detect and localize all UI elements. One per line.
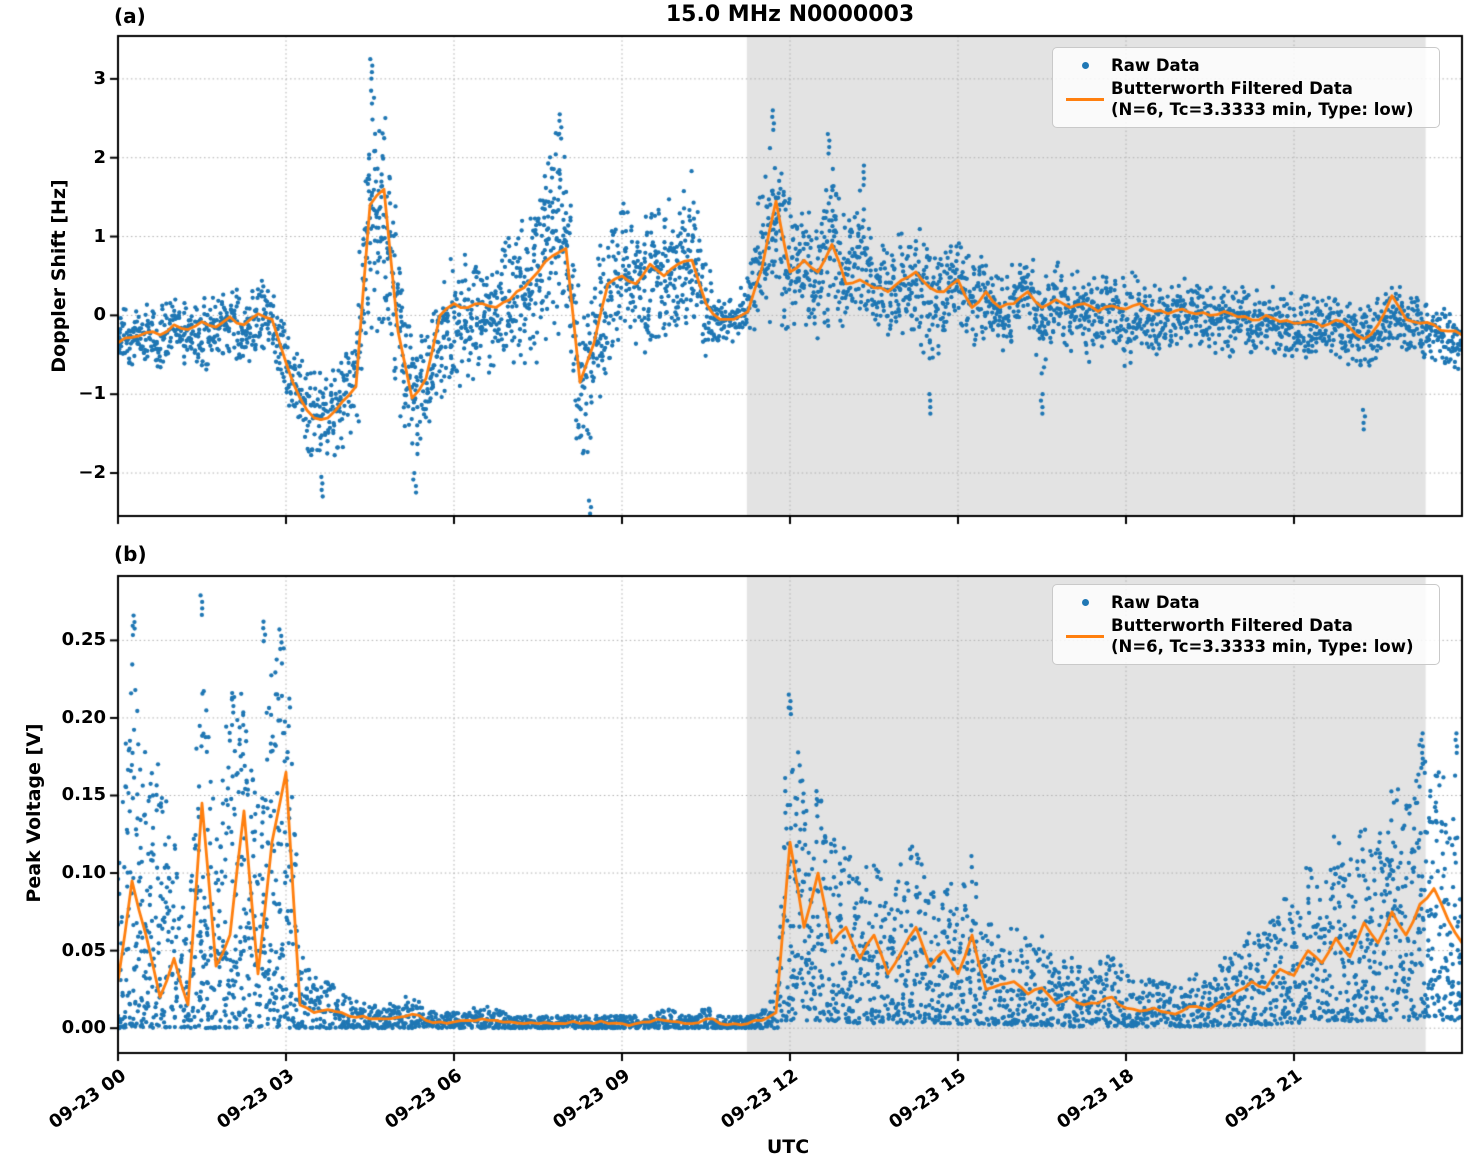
y-tick-label: 0.00: [61, 1017, 106, 1039]
raw-data-dot-icon: [1059, 62, 1111, 70]
figure-title: 15.0 MHz N0000003: [665, 2, 915, 27]
legend-panel-b: Raw Data Butterworth Filtered Data (N=6,…: [1052, 584, 1440, 666]
filtered-line-icon: [1059, 97, 1111, 101]
legend-row-raw: Raw Data: [1059, 592, 1429, 613]
panel-b-label: (b): [114, 542, 147, 566]
filtered-line-icon: [1059, 634, 1111, 638]
y-tick-label: −1: [78, 383, 106, 405]
legend-row-raw: Raw Data: [1059, 55, 1429, 76]
legend-row-filtered: Butterworth Filtered Data (N=6, Tc=3.333…: [1059, 78, 1429, 120]
raw-data-dot-icon: [1059, 599, 1111, 607]
y-tick-label: 0.20: [61, 706, 106, 728]
legend-raw-label: Raw Data: [1111, 593, 1200, 612]
y-tick-label: 0.10: [61, 862, 106, 884]
legend-filtered-label: Butterworth Filtered Data (N=6, Tc=3.333…: [1111, 79, 1414, 120]
y-tick-label: 0.25: [61, 629, 106, 651]
y-tick-label: 2: [93, 146, 106, 168]
y-tick-label: 0.15: [61, 784, 106, 806]
y-tick-label: 0.05: [61, 939, 106, 961]
y-axis-label-doppler: Doppler Shift [Hz]: [48, 179, 70, 373]
legend-raw-label: Raw Data: [1111, 56, 1200, 75]
y-tick-label: 3: [93, 67, 106, 89]
legend-filtered-label: Butterworth Filtered Data (N=6, Tc=3.333…: [1111, 616, 1414, 657]
legend-row-filtered: Butterworth Filtered Data (N=6, Tc=3.333…: [1059, 615, 1429, 657]
x-axis-label: UTC: [766, 1136, 810, 1158]
y-tick-label: −2: [78, 462, 106, 484]
y-tick-label: 0: [93, 304, 106, 326]
legend-panel-a: Raw Data Butterworth Filtered Data (N=6,…: [1052, 47, 1440, 129]
y-tick-label: 1: [93, 225, 106, 247]
panel-a-label: (a): [114, 4, 146, 28]
